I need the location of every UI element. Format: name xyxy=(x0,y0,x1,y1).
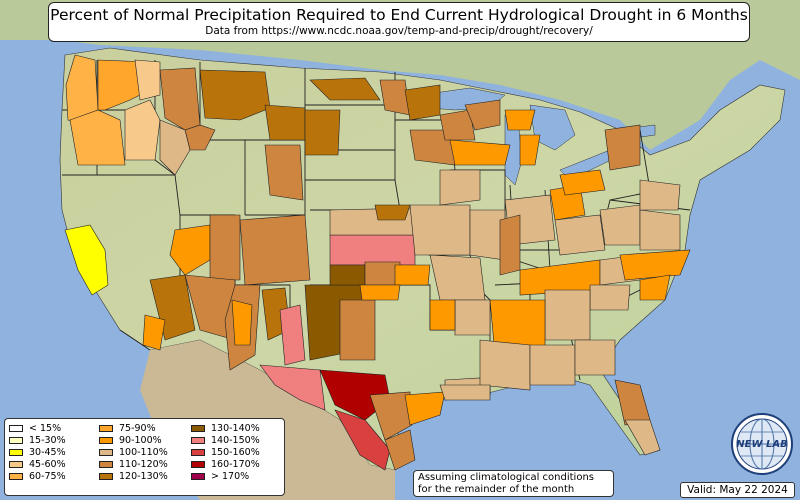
legend-label: 100-110% xyxy=(119,446,168,458)
drought-regions xyxy=(64,54,691,471)
legend-column-1: < 15% 15-30% 30-45% 45-60% 60-75% xyxy=(9,422,66,483)
legend-item: 110-120% xyxy=(99,459,168,471)
legend-swatch xyxy=(99,473,113,481)
legend-column-2: 75-90% 90-100% 100-110% 110-120% 120-130… xyxy=(99,422,168,483)
legend-swatch xyxy=(9,424,23,432)
valid-date: Valid: May 22 2024 xyxy=(680,482,795,498)
legend: < 15% 15-30% 30-45% 45-60% 60-75% 75-90%… xyxy=(4,418,285,496)
legend-label: > 170% xyxy=(211,471,250,483)
map-subtitle: Data from https://www.ncdc.noaa.gov/temp… xyxy=(205,25,593,37)
legend-label: 130-140% xyxy=(211,422,260,434)
legend-item: > 170% xyxy=(191,471,260,483)
legend-label: < 15% xyxy=(29,422,62,434)
legend-swatch xyxy=(191,424,205,432)
legend-item: 130-140% xyxy=(191,422,260,434)
legend-item: 75-90% xyxy=(99,422,168,434)
legend-label: 110-120% xyxy=(119,459,168,471)
legend-label: 45-60% xyxy=(29,459,66,471)
legend-label: 60-75% xyxy=(29,471,66,483)
legend-swatch xyxy=(99,424,113,432)
legend-swatch xyxy=(99,448,113,456)
legend-label: 120-130% xyxy=(119,471,168,483)
legend-item: 15-30% xyxy=(9,434,66,446)
legend-label: 75-90% xyxy=(119,422,156,434)
title-box: Percent of Normal Precipitation Required… xyxy=(48,2,750,42)
legend-swatch xyxy=(9,473,23,481)
legend-swatch xyxy=(99,436,113,444)
legend-item: 160-170% xyxy=(191,459,260,471)
newlab-logo: NEW LAB xyxy=(730,412,794,476)
legend-item: 90-100% xyxy=(99,434,168,446)
legend-item: < 15% xyxy=(9,422,66,434)
legend-swatch xyxy=(191,473,205,481)
globe-icon: NEW LAB xyxy=(731,413,793,475)
legend-item: 45-60% xyxy=(9,459,66,471)
assumption-note: Assuming climatological conditions for t… xyxy=(413,470,614,497)
legend-swatch xyxy=(99,461,113,469)
legend-item: 140-150% xyxy=(191,434,260,446)
legend-swatch xyxy=(191,448,205,456)
note-line-1: Assuming climatological conditions xyxy=(418,472,594,483)
legend-swatch xyxy=(9,436,23,444)
legend-label: 15-30% xyxy=(29,434,66,446)
legend-label: 150-160% xyxy=(211,446,260,458)
map-title: Percent of Normal Precipitation Required… xyxy=(50,6,748,24)
legend-swatch xyxy=(191,436,205,444)
legend-label: 30-45% xyxy=(29,446,66,458)
legend-label: 160-170% xyxy=(211,459,260,471)
note-line-2: for the remainder of the month xyxy=(418,483,575,495)
legend-swatch xyxy=(9,461,23,469)
legend-item: 100-110% xyxy=(99,446,168,458)
logo-text: NEW LAB xyxy=(736,439,787,450)
lake-huron xyxy=(529,104,576,151)
legend-swatch xyxy=(9,448,23,456)
legend-item: 60-75% xyxy=(9,471,66,483)
legend-item: 120-130% xyxy=(99,471,168,483)
legend-item: 30-45% xyxy=(9,446,66,458)
legend-label: 90-100% xyxy=(119,434,162,446)
legend-item: 150-160% xyxy=(191,446,260,458)
legend-swatch xyxy=(191,461,205,469)
legend-label: 140-150% xyxy=(211,434,260,446)
legend-column-3: 130-140% 140-150% 150-160% 160-170% > 17… xyxy=(191,422,260,483)
